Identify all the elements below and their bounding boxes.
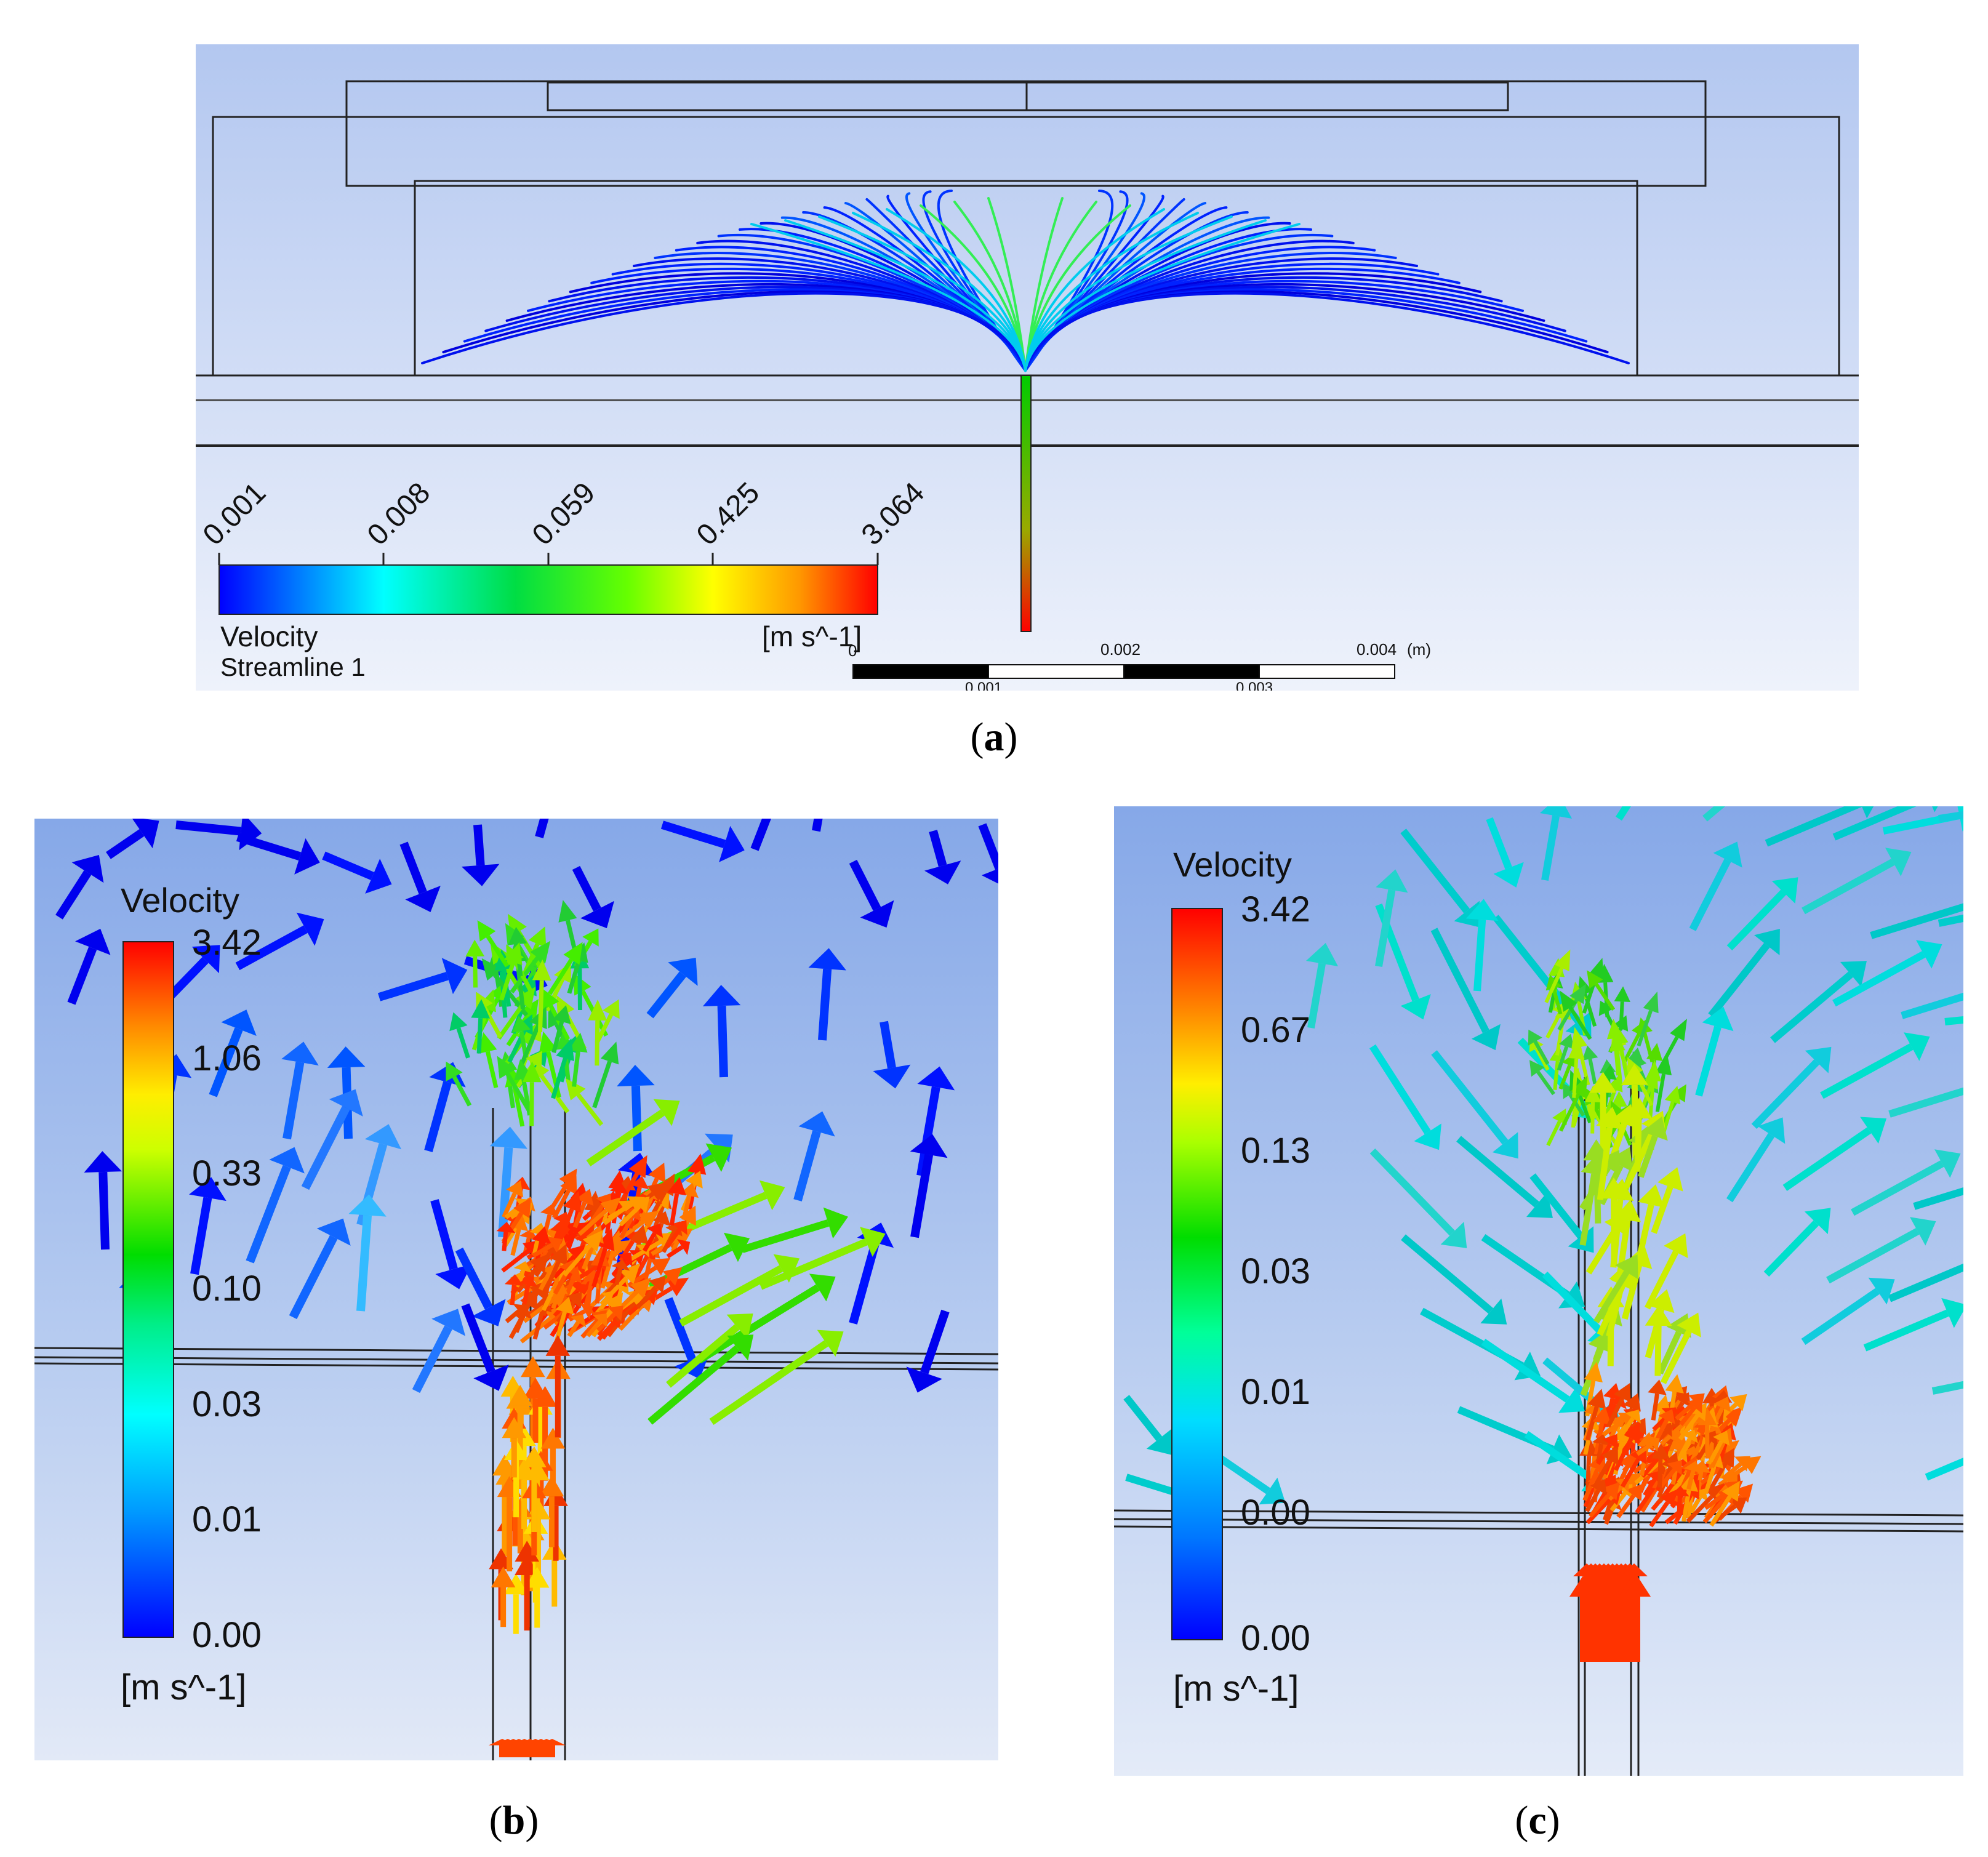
legend-tick: 0.00 (1241, 1618, 1310, 1659)
scale-label-bottom: 0.001 (965, 680, 1002, 691)
vector-arrow-shaft (1679, 1496, 1680, 1515)
scale-bar (853, 665, 1395, 678)
vector-arrow-shaft (822, 969, 827, 1040)
legend-tick: 0.67 (1241, 1009, 1310, 1051)
vector-arrow-shaft (1659, 1459, 1661, 1488)
legend-title: Velocity (1173, 844, 1292, 884)
panel-b: Velocity 3.42 1.06 0.33 0.10 0.03 0.01 0… (34, 819, 998, 1760)
vector-arrow-shaft (1477, 920, 1482, 991)
vector-arrow-shaft (103, 1172, 105, 1249)
vector-arrow-shaft (597, 1021, 598, 1065)
colorbar (219, 565, 878, 614)
vector-arrow-shaft (636, 1086, 638, 1151)
legend-tick: 0.13 (1241, 1130, 1310, 1171)
caption-a: (a) (960, 714, 1028, 761)
legend-unit: [m s^-1] (121, 1667, 246, 1708)
panel-a: 0.001 0.008 0.059 0.425 3.064 Velocity S… (196, 44, 1859, 691)
vector-arrow-shaft (478, 825, 481, 865)
vector-arrow-shaft (1707, 1425, 1708, 1458)
scale-label-top: 0.002 (1100, 640, 1140, 659)
vector-arrow-shaft (512, 1285, 514, 1306)
caption-b: (b) (480, 1797, 548, 1844)
legend-tick: 0.01 (1241, 1371, 1310, 1413)
legend-unit: [m s^-1] (1173, 1668, 1299, 1709)
vector-arrow-shaft (475, 957, 476, 988)
vector-arrow-shaft (479, 1018, 481, 1053)
legend-tick: 0.03 (192, 1384, 262, 1425)
panel-c: Velocity 3.42 0.67 0.13 0.03 0.01 0.00 0… (1114, 806, 1963, 1776)
scale-label-top: 0.004 (1357, 640, 1397, 659)
legend-tick: 1.06 (192, 1038, 262, 1079)
vector-arrow-shaft (722, 1006, 724, 1077)
vector-arrow-shaft (1637, 1118, 1638, 1172)
scale-label-top: 0 (848, 641, 857, 660)
legend-tick: 3.42 (192, 922, 262, 963)
colorbar-title: Velocity (220, 620, 318, 653)
vector-arrow-shaft (504, 1232, 506, 1251)
colorbar-subtitle: Streamline 1 (220, 652, 366, 682)
legend-title: Velocity (121, 880, 239, 920)
scale-label-bottom: 0.003 (1236, 680, 1273, 691)
inlet-tube (1021, 375, 1031, 632)
vector-arrow-shaft (540, 981, 542, 1032)
legend-colorbar (1172, 908, 1222, 1640)
vector-arrow-shaft (1657, 1326, 1658, 1376)
vector-arrow-shaft (1574, 1059, 1576, 1098)
legend-tick: 3.42 (1241, 889, 1310, 930)
legend-tick: 0.01 (192, 1499, 262, 1540)
legend-colorbar (123, 942, 174, 1637)
legend-tick: 0.03 (1241, 1251, 1310, 1292)
vector-arrow-shaft (1592, 1102, 1593, 1134)
scale-unit: (m) (1407, 640, 1431, 659)
panel-a-canvas (196, 44, 1859, 691)
caption-c: (c) (1504, 1797, 1571, 1844)
legend-tick: 0.33 (192, 1153, 262, 1194)
legend-tick: 0.10 (192, 1268, 262, 1309)
panel-b-canvas (34, 819, 998, 1760)
legend-tick: 0.00 (192, 1614, 262, 1656)
vector-arrow-shaft (1621, 1001, 1622, 1030)
colorbar-unit: [m s^-1] (762, 620, 862, 653)
legend-tick: 0.00 (1241, 1492, 1310, 1533)
